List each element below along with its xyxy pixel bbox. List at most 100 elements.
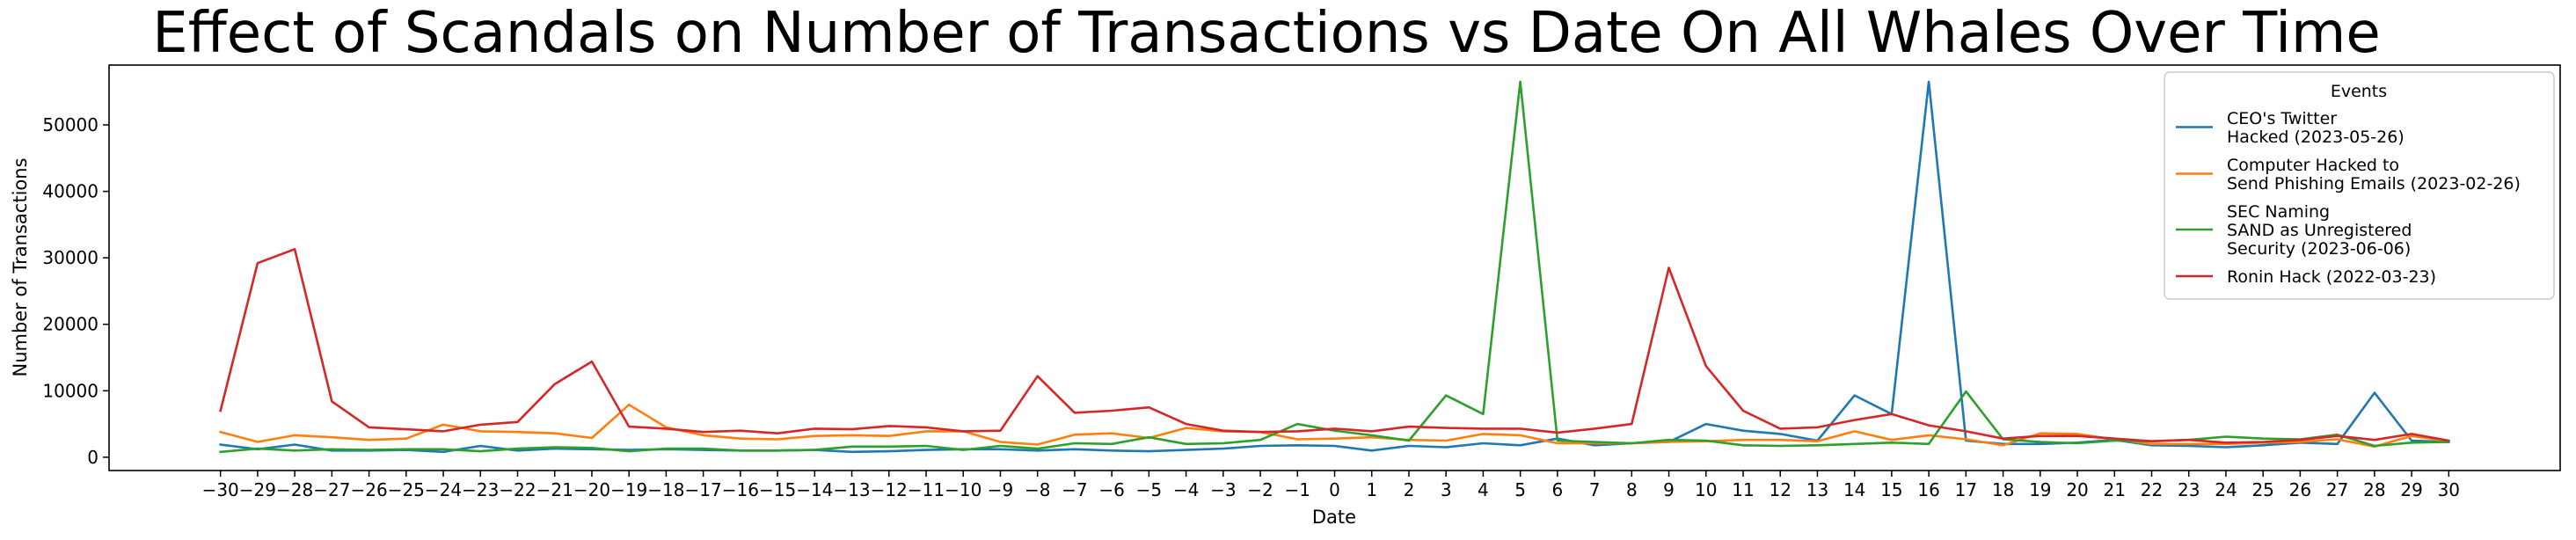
- data-point: [1333, 427, 1336, 430]
- data-point: [814, 427, 816, 430]
- data-point: [1333, 445, 1336, 447]
- data-point: [1259, 431, 1261, 433]
- data-point: [1222, 448, 1224, 449]
- x-tick-label: 18: [1992, 479, 2014, 500]
- data-point: [591, 361, 593, 362]
- data-point: [1222, 442, 1224, 444]
- data-point: [479, 450, 482, 452]
- data-point: [1482, 427, 1485, 430]
- data-point: [814, 434, 816, 437]
- x-tick-label: 13: [1806, 479, 1828, 500]
- data-point: [2225, 435, 2227, 438]
- data-point: [1482, 433, 1485, 435]
- data-point: [814, 449, 816, 451]
- data-point: [1853, 394, 1856, 397]
- data-point: [850, 428, 853, 430]
- data-point: [1296, 438, 1299, 441]
- x-tick-label: −16: [722, 479, 759, 500]
- x-tick-label: 6: [1551, 479, 1563, 500]
- data-point: [1853, 419, 1856, 421]
- x-tick-label: −23: [462, 479, 499, 500]
- x-tick-label: 29: [2400, 479, 2422, 500]
- data-point: [1965, 390, 1967, 392]
- data-point: [1074, 449, 1076, 450]
- data-point: [2187, 442, 2190, 445]
- data-point: [1891, 412, 1893, 415]
- data-point: [1333, 437, 1336, 440]
- data-point: [1928, 442, 1930, 445]
- data-point: [887, 450, 890, 452]
- x-tick-label: 11: [1732, 479, 1754, 500]
- data-point: [1370, 430, 1373, 433]
- data-point: [2374, 445, 2375, 447]
- data-point: [2225, 446, 2227, 449]
- data-point: [516, 421, 519, 423]
- x-tick-label: 3: [1441, 479, 1452, 500]
- data-point: [1965, 430, 1967, 433]
- data-point: [740, 437, 741, 440]
- x-tick-label: 2: [1404, 479, 1415, 500]
- data-point: [2040, 432, 2041, 434]
- data-point: [740, 429, 741, 432]
- data-point: [1111, 442, 1113, 445]
- x-tick-label: −11: [908, 479, 945, 500]
- data-point: [1036, 448, 1039, 449]
- x-tick-label: 20: [2066, 479, 2088, 500]
- data-point: [479, 424, 482, 426]
- data-point: [1148, 406, 1150, 409]
- x-tick-label: 14: [1843, 479, 1865, 500]
- data-point: [479, 445, 482, 447]
- data-point: [1594, 444, 1595, 447]
- y-tick-label: 50000: [42, 114, 99, 135]
- data-point: [1185, 427, 1187, 429]
- data-point: [1891, 439, 1893, 441]
- data-point: [1259, 439, 1261, 441]
- x-tick-label: −13: [833, 479, 870, 500]
- data-point: [962, 430, 965, 433]
- data-point: [219, 431, 222, 433]
- x-tick-label: 1: [1366, 479, 1377, 500]
- data-point: [294, 449, 296, 452]
- data-point: [294, 248, 296, 251]
- data-point: [1816, 444, 1819, 447]
- data-point: [2150, 440, 2153, 442]
- data-point: [2113, 437, 2116, 440]
- data-point: [1482, 412, 1485, 415]
- data-point: [2262, 444, 2264, 447]
- x-tick-label: −3: [1210, 479, 1236, 500]
- x-tick-label: 27: [2326, 479, 2348, 500]
- data-point: [1408, 440, 1410, 441]
- data-point: [665, 427, 668, 430]
- data-point: [2040, 442, 2041, 445]
- x-tick-label: 22: [2141, 479, 2163, 500]
- data-point: [1853, 442, 1856, 445]
- data-point: [1185, 423, 1187, 425]
- data-point: [1742, 444, 1744, 447]
- data-point: [850, 434, 853, 436]
- data-point: [1074, 442, 1076, 444]
- data-point: [1594, 427, 1595, 430]
- x-axis: −30 −29 −28 −27 −26 −25 −24 −23 −22 −21 −20 −19 −18−…: [202, 471, 2460, 500]
- x-tick-label: 12: [1770, 479, 1792, 500]
- data-point: [1557, 432, 1558, 434]
- data-point: [1408, 426, 1410, 427]
- x-tick-label: 23: [2178, 479, 2200, 500]
- x-tick-label: 25: [2251, 479, 2273, 500]
- data-point: [405, 428, 407, 430]
- data-point: [999, 445, 1002, 447]
- x-tick-label: 10: [1695, 479, 1717, 500]
- data-point: [1370, 449, 1373, 452]
- x-tick-label: 16: [1917, 479, 1939, 500]
- data-point: [1296, 430, 1299, 433]
- data-point: [1853, 430, 1856, 433]
- data-point: [925, 430, 927, 433]
- data-point: [1779, 445, 1782, 447]
- x-tick-label: −6: [1098, 479, 1124, 500]
- data-point: [442, 424, 444, 426]
- x-tick-label: 0: [1329, 479, 1340, 500]
- data-point: [219, 443, 222, 446]
- data-point: [702, 431, 704, 433]
- x-tick-label: −26: [350, 479, 387, 500]
- x-tick-label: 8: [1626, 479, 1638, 500]
